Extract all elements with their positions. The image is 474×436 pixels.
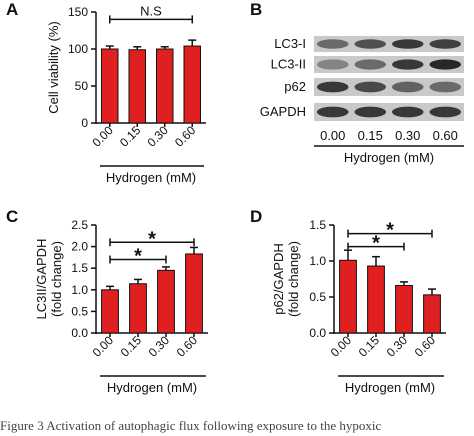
panel-d-bar <box>395 284 413 334</box>
blot-band <box>354 59 386 70</box>
panel-c-category-label: 0.15 <box>118 333 145 360</box>
panel-d-significance-star: * <box>372 233 380 255</box>
panel-c-ytick-label: 2.5 <box>71 218 88 232</box>
panel-c-category-label: 0.60 <box>174 333 201 360</box>
panel-c-category-label: 0.00 <box>90 333 117 360</box>
panel-c-y-axis-label-line: (fold change) <box>49 241 64 317</box>
panel-a-category-label: 0.30 <box>144 123 171 150</box>
panel-c-bar <box>185 253 203 334</box>
panel-a: A 0 50 100 150 0.00 0.15 0.30 0.60 Hydrogen (mM)… <box>6 0 206 185</box>
blot-strip <box>314 78 464 96</box>
blot-row-label: LC3-II <box>271 57 306 72</box>
panel-c-bar <box>101 289 119 334</box>
panel-c-ytick-label: 1.0 <box>71 283 88 297</box>
panel-c: C 0.0 0.5 1.0 1.5 2.0 2.5 0.00 0.15 0.30 0.60 Hydr… <box>6 207 208 395</box>
blot-strip <box>314 103 464 121</box>
blot-band <box>429 39 461 49</box>
panel-c-bar <box>157 269 175 334</box>
panel-c-y-axis-label-line: LC3II/GAPDH <box>34 239 49 320</box>
blot-band <box>354 39 386 49</box>
panel-c-letter: C <box>6 207 18 226</box>
panel-d-y-axis-label-line: (fold change) <box>286 241 301 317</box>
panel-d-ytick-label: 1.5 <box>309 218 326 232</box>
panel-c-significance-star: * <box>148 228 156 250</box>
blot-row-label: GAPDH <box>260 104 306 119</box>
panel-c-ytick-label: 1.5 <box>71 261 88 275</box>
panel-a-category-label: 0.60 <box>172 123 199 150</box>
blot-band <box>354 106 386 118</box>
blot-band <box>317 106 349 118</box>
panel-d-significance-star: * <box>386 220 394 242</box>
blot-band <box>392 39 424 49</box>
panel-d-letter: D <box>250 207 262 226</box>
blot-band <box>354 81 386 93</box>
panel-d-category-label: 0.15 <box>356 333 383 360</box>
blot-lane-label: 0.30 <box>395 128 420 143</box>
panel-a-ytick-label: 150 <box>68 5 88 19</box>
blot-band <box>429 81 461 93</box>
panel-a-ytick-label: 100 <box>68 42 88 56</box>
panel-c-significance-star: * <box>134 246 142 268</box>
blot-lane-label: 0.15 <box>358 128 383 143</box>
panel-a-ytick-label: 50 <box>75 79 89 93</box>
panel-d: D 0.0 0.5 1.0 1.5 0.00 0.15 0.30 0.60 Hydrogen (… <box>250 207 446 395</box>
panel-d-category-label: 0.60 <box>412 333 439 360</box>
panel-c-ytick-label: 0.0 <box>71 326 88 340</box>
panel-d-bar <box>339 259 357 334</box>
figure-caption: Figure 3 Activation of autophagic flux f… <box>0 418 382 433</box>
blot-lane-label: 0.00 <box>320 128 345 143</box>
panel-a-x-axis-label: Hydrogen (mM) <box>106 170 196 185</box>
panel-d-ytick-label: 0.0 <box>309 326 326 340</box>
panel-d-x-axis-label: Hydrogen (mM) <box>345 380 435 395</box>
panel-a-significance-label: N.S <box>140 3 162 18</box>
blot-lane-label: 0.60 <box>433 128 458 143</box>
panel-a-bar <box>101 48 119 124</box>
panel-a-letter: A <box>6 0 18 19</box>
panel-b-western-blot: B LC3-I LC3-II p62 GAPDH 0.00 0.15 0.30 0.60 Hyd… <box>250 0 464 165</box>
blot-band <box>429 106 461 118</box>
panel-d-bar <box>367 265 385 334</box>
panel-a-bar <box>128 49 146 124</box>
panel-d-category-label: 0.30 <box>384 333 411 360</box>
panel-c-category-label: 0.30 <box>146 333 173 360</box>
blot-band <box>392 106 424 118</box>
blot-band <box>317 39 349 49</box>
blot-band <box>429 59 461 70</box>
blot-band <box>392 59 424 70</box>
panel-d-ytick-label: 0.5 <box>309 290 326 304</box>
blot-strip <box>314 56 464 73</box>
blot-x-axis-label: Hydrogen (mM) <box>344 150 434 165</box>
panel-a-category-label: 0.00 <box>89 123 116 150</box>
panel-a-bar <box>183 45 201 124</box>
panel-a-bar <box>156 48 174 124</box>
blot-row-label: p62 <box>284 79 306 94</box>
blot-band <box>317 81 349 93</box>
panel-d-y-axis-label-line: p62/GAPDH <box>271 243 286 315</box>
panel-c-ytick-label: 0.5 <box>71 304 88 318</box>
panel-d-bar <box>423 294 441 334</box>
panel-a-ytick-label: 0 <box>81 116 88 130</box>
panel-a-y-axis-label: Cell viability (%) <box>46 21 61 113</box>
panel-c-ytick-label: 2.0 <box>71 240 88 254</box>
panel-c-bar <box>129 283 147 334</box>
blot-band <box>317 59 349 70</box>
panel-b-letter: B <box>250 0 262 19</box>
panel-d-ytick-label: 1.0 <box>309 254 326 268</box>
panel-a-category-label: 0.15 <box>117 123 144 150</box>
blot-strip <box>314 36 464 52</box>
panel-c-x-axis-label: Hydrogen (mM) <box>107 380 197 395</box>
blot-band <box>392 81 424 93</box>
panel-d-category-label: 0.00 <box>328 333 355 360</box>
blot-row-label: LC3-I <box>274 36 306 51</box>
